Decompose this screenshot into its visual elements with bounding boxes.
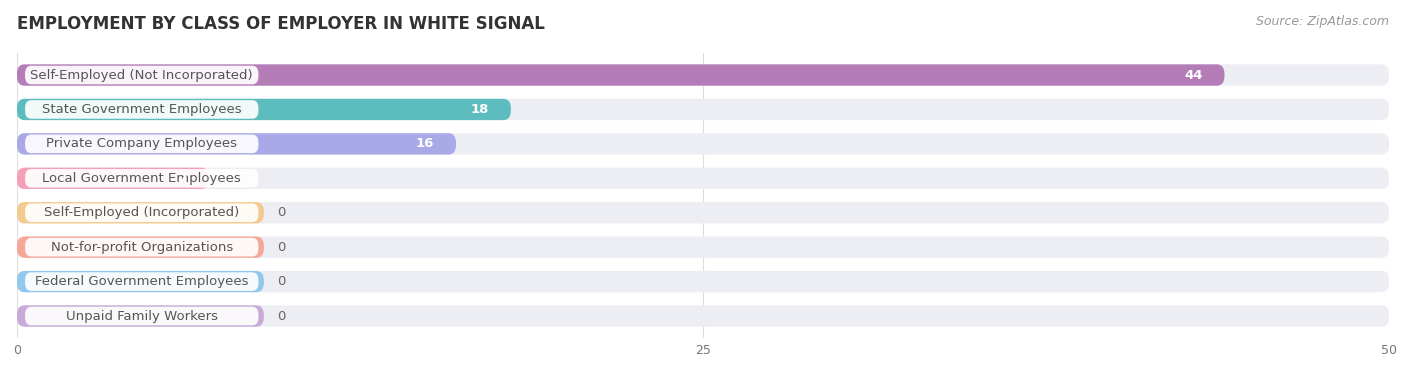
FancyBboxPatch shape	[25, 238, 259, 256]
FancyBboxPatch shape	[17, 305, 264, 327]
FancyBboxPatch shape	[17, 271, 264, 292]
Text: Self-Employed (Not Incorporated): Self-Employed (Not Incorporated)	[31, 68, 253, 82]
FancyBboxPatch shape	[17, 202, 1389, 223]
Text: EMPLOYMENT BY CLASS OF EMPLOYER IN WHITE SIGNAL: EMPLOYMENT BY CLASS OF EMPLOYER IN WHITE…	[17, 15, 544, 33]
FancyBboxPatch shape	[17, 133, 456, 155]
FancyBboxPatch shape	[17, 237, 264, 258]
FancyBboxPatch shape	[25, 307, 259, 325]
FancyBboxPatch shape	[25, 135, 259, 153]
Text: Local Government Employees: Local Government Employees	[42, 172, 240, 185]
Text: 16: 16	[416, 137, 434, 150]
Text: 0: 0	[277, 275, 285, 288]
FancyBboxPatch shape	[17, 168, 209, 189]
FancyBboxPatch shape	[17, 64, 1225, 86]
FancyBboxPatch shape	[25, 272, 259, 291]
Text: 44: 44	[1184, 68, 1202, 82]
FancyBboxPatch shape	[17, 168, 1389, 189]
FancyBboxPatch shape	[17, 99, 510, 120]
FancyBboxPatch shape	[17, 202, 264, 223]
Text: Self-Employed (Incorporated): Self-Employed (Incorporated)	[44, 206, 239, 219]
Text: 18: 18	[471, 103, 489, 116]
FancyBboxPatch shape	[17, 64, 1389, 86]
FancyBboxPatch shape	[25, 100, 259, 119]
FancyBboxPatch shape	[25, 169, 259, 188]
Text: Private Company Employees: Private Company Employees	[46, 137, 238, 150]
Text: State Government Employees: State Government Employees	[42, 103, 242, 116]
Text: 7: 7	[179, 172, 187, 185]
Text: Unpaid Family Workers: Unpaid Family Workers	[66, 309, 218, 323]
FancyBboxPatch shape	[25, 66, 259, 84]
Text: 0: 0	[277, 309, 285, 323]
FancyBboxPatch shape	[17, 237, 1389, 258]
Text: Source: ZipAtlas.com: Source: ZipAtlas.com	[1256, 15, 1389, 28]
FancyBboxPatch shape	[17, 133, 1389, 155]
Text: 0: 0	[277, 206, 285, 219]
FancyBboxPatch shape	[17, 305, 1389, 327]
Text: Not-for-profit Organizations: Not-for-profit Organizations	[51, 241, 233, 254]
FancyBboxPatch shape	[25, 203, 259, 222]
FancyBboxPatch shape	[17, 99, 1389, 120]
Text: Federal Government Employees: Federal Government Employees	[35, 275, 249, 288]
FancyBboxPatch shape	[17, 271, 1389, 292]
Text: 0: 0	[277, 241, 285, 254]
